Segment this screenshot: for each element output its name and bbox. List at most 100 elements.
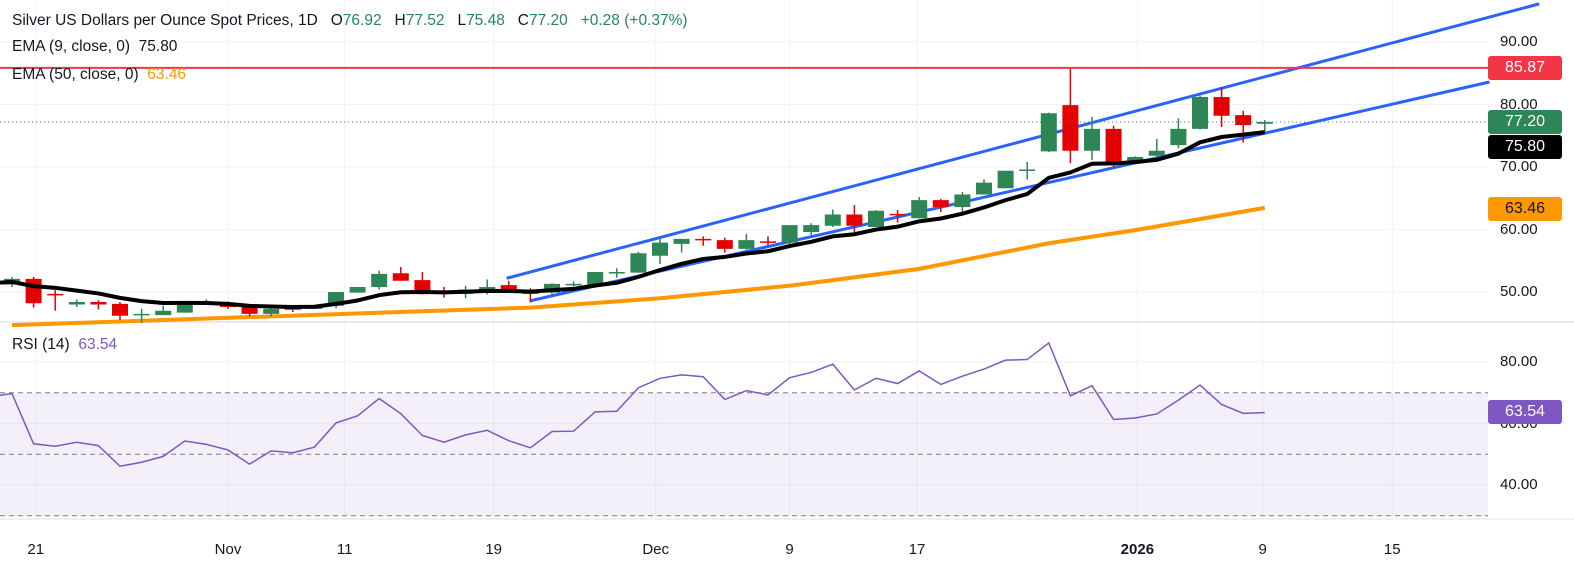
price-tick-label: 90.00 — [1500, 33, 1538, 50]
rsi-layer — [0, 341, 1265, 468]
candle-body — [47, 293, 64, 296]
rsi-label: RSI (14) — [12, 336, 70, 353]
candle — [1148, 138, 1165, 161]
ema9-layer — [0, 130, 1266, 310]
candle — [976, 179, 992, 195]
candle-body — [716, 240, 733, 249]
candle-body — [911, 200, 928, 219]
candle — [565, 281, 582, 287]
candle — [716, 237, 733, 253]
candle-body — [349, 287, 366, 293]
symbol-legend: Silver US Dollars per Ounce Spot Prices,… — [12, 12, 688, 30]
candle-body — [68, 302, 85, 305]
candle-body — [263, 308, 280, 314]
resistance-price-label: 85.87 — [1488, 56, 1562, 80]
candle — [738, 233, 755, 250]
candle — [371, 270, 388, 290]
date-tick-label: 9 — [1258, 541, 1267, 558]
candle-body — [565, 283, 582, 286]
candle-body — [1127, 157, 1144, 162]
price-tick-label: 50.00 — [1500, 283, 1538, 300]
ema9-value: 75.80 — [138, 38, 178, 55]
candle-body — [1148, 150, 1165, 156]
candle-body — [155, 310, 172, 316]
price-lines — [0, 66, 1490, 123]
candle-body — [133, 313, 150, 316]
candle — [349, 287, 366, 293]
date-tick-label: 15 — [1383, 541, 1401, 558]
ema9-line — [0, 130, 1266, 310]
date-tick-label: 17 — [908, 541, 926, 558]
candle-body — [1213, 97, 1230, 116]
candle-body — [112, 303, 128, 316]
candle-body — [371, 273, 388, 287]
candle — [1170, 118, 1187, 149]
candle-body — [1040, 113, 1057, 152]
candle-body — [90, 302, 107, 305]
close-value: 77.20 — [528, 12, 568, 29]
ema9-label: EMA (9, close, 0) — [12, 38, 131, 55]
candle — [846, 205, 863, 232]
candle — [587, 272, 604, 286]
candle — [112, 302, 128, 321]
candle-body — [781, 225, 798, 243]
candle-body — [176, 302, 193, 313]
ema50-value: 63.46 — [147, 66, 187, 83]
candle — [392, 267, 409, 281]
candle-body — [241, 306, 258, 314]
candle-body — [1019, 169, 1036, 171]
candle — [932, 198, 949, 212]
candle-body — [738, 240, 755, 249]
date-tick-label: 2026 — [1120, 541, 1155, 558]
last-price-label: 77.20 — [1488, 110, 1562, 134]
candle — [1084, 117, 1100, 161]
candle — [824, 209, 841, 227]
candle — [997, 170, 1014, 189]
candle-body — [25, 278, 42, 304]
trendline-channel-upper — [506, 2, 1540, 280]
candle — [652, 236, 668, 264]
candle — [695, 236, 712, 246]
rsi-legend[interactable]: RSI (14) 63.54 — [12, 336, 117, 354]
ema50-line — [11, 205, 1266, 328]
candle — [1235, 110, 1252, 143]
candle-body — [414, 280, 431, 291]
ema50-legend[interactable]: EMA (50, close, 0) 63.46 — [12, 66, 186, 84]
candle — [1105, 125, 1122, 167]
candle-body — [824, 214, 841, 226]
candle-body — [997, 170, 1014, 189]
candles-layer — [4, 67, 1273, 324]
close-label: C — [517, 12, 529, 29]
candle — [68, 299, 85, 307]
candle — [781, 225, 798, 245]
high-label: H — [394, 12, 406, 29]
candle-body — [673, 238, 690, 244]
candle-body — [1192, 97, 1208, 129]
trendlines-layer — [506, 2, 1540, 303]
candle-body — [1105, 128, 1122, 162]
open-value: 76.92 — [342, 12, 382, 29]
rsi-tick-label: 40.00 — [1500, 476, 1538, 493]
date-tick-label: Nov — [214, 541, 242, 558]
date-tick-label: Dec — [642, 541, 670, 558]
rsi-price-label: 63.54 — [1488, 400, 1562, 424]
candle — [911, 197, 928, 219]
candle — [630, 252, 647, 273]
price-tick-label: 70.00 — [1500, 158, 1538, 175]
candle-body — [976, 182, 992, 195]
candle-body — [587, 272, 604, 286]
candle — [1062, 67, 1079, 164]
ema50-label: EMA (50, close, 0) — [12, 66, 139, 83]
high-value: 77.52 — [405, 12, 445, 29]
candle — [1192, 95, 1208, 130]
candle-body — [608, 272, 625, 274]
low-value: 75.48 — [466, 12, 505, 29]
date-tick-label: 9 — [785, 541, 794, 558]
candle — [241, 306, 258, 317]
open-label: O — [330, 12, 343, 29]
ema9-legend[interactable]: EMA (9, close, 0) 75.80 — [12, 38, 177, 56]
symbol-title[interactable]: Silver US Dollars per Ounce Spot Prices,… — [12, 12, 318, 29]
ema50-price-label: 63.46 — [1488, 197, 1562, 221]
candle — [760, 236, 776, 246]
